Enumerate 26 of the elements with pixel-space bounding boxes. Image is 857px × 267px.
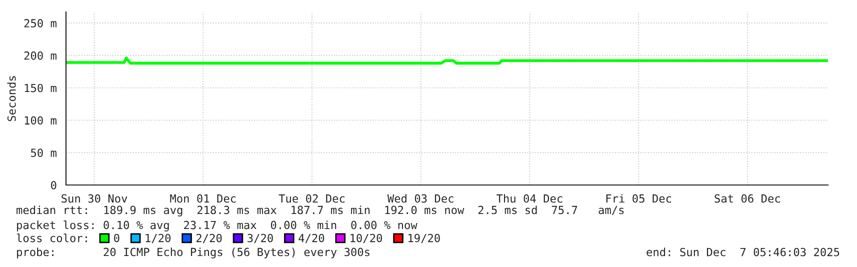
- legend-label: 2/20: [196, 234, 222, 244]
- x-tick-label: Tue 02 Dec: [278, 194, 345, 203]
- x-tick-label: Wed 03 Dec: [387, 194, 454, 203]
- legend-label: 4/20: [298, 234, 324, 244]
- y-tick-label: 150 m: [24, 84, 56, 92]
- y-tick-label: 100 m: [24, 116, 56, 125]
- legend-title: loss color:: [16, 234, 87, 242]
- legend-label: 19/20: [408, 234, 440, 244]
- legend-label: 10/20: [350, 234, 382, 244]
- text: packet loss: 0.10 % avg 23.17 % max 0.00 % min 0.00 % now: [17, 220, 418, 232]
- x-tick-label: Fri 05 Dec: [606, 194, 672, 203]
- legend-label: 0: [114, 234, 120, 242]
- x-tick-label: Sun 30 Nov: [62, 194, 128, 203]
- y-axis-title: Seconds: [7, 76, 16, 122]
- x-tick-label: Sat 06 Dec: [714, 194, 780, 203]
- x-tick-label: Thu 04 Dec: [496, 194, 562, 203]
- text: probe: 20 ICMP Echo Pings (56 Bytes) every 300s: [17, 248, 370, 258]
- y-tick-label: 250 m: [24, 19, 56, 28]
- legend-label: 3/20: [248, 234, 273, 244]
- text: end: Sun Dec 7 05:46:03 2025: [646, 248, 840, 256]
- legend-label: 1/20: [146, 234, 171, 244]
- y-tick-label: 0: [51, 181, 56, 190]
- y-tick-label: 200 m: [24, 51, 56, 60]
- y-tick-label: 50 m: [30, 148, 56, 158]
- x-tick-label: Mon 01 Dec: [170, 194, 236, 203]
- text: median rtt: 189.9 ms avg 218.3 ms max 187.7 ms min 192.0 ms now 2.5 ms sd 75.7 am/s: [16, 206, 624, 216]
